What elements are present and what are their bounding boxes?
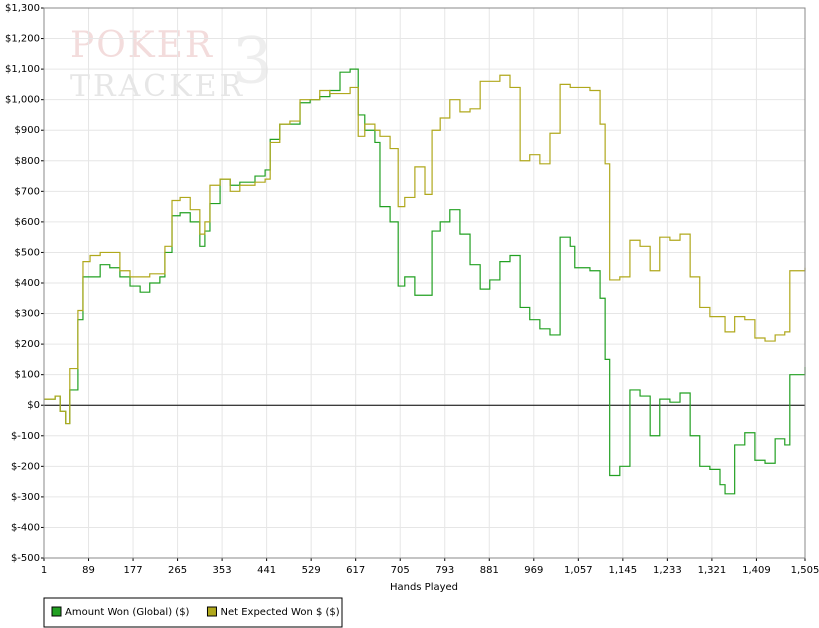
x-tick-label: 617 xyxy=(346,565,365,576)
y-tick-label: $1,200 xyxy=(5,34,40,45)
y-tick-label: $1,000 xyxy=(5,95,40,106)
y-tick-label: $0 xyxy=(27,400,40,411)
y-tick-label: $200 xyxy=(15,339,40,350)
y-tick-label: $1,100 xyxy=(5,64,40,75)
watermark: TRACKER xyxy=(70,69,245,104)
x-axis-title: Hands Played xyxy=(390,582,458,593)
y-tick-label: $-100 xyxy=(11,431,40,442)
x-tick-label: 793 xyxy=(435,565,454,576)
series-line xyxy=(44,68,806,495)
y-tick-label: $1,300 xyxy=(5,3,40,14)
series-line xyxy=(44,74,806,425)
x-tick-label: 1,057 xyxy=(564,565,593,576)
x-tick-label: 1,409 xyxy=(742,565,771,576)
y-tick-label: $-300 xyxy=(11,492,40,503)
y-tick-label: $800 xyxy=(15,156,40,167)
watermark: POKER xyxy=(70,25,214,66)
legend-label: Net Expected Won $ ($) xyxy=(220,607,339,618)
x-tick-label: 1,145 xyxy=(609,565,638,576)
x-tick-label: 1,505 xyxy=(791,565,819,576)
x-tick-label: 881 xyxy=(480,565,499,576)
y-tick-label: $500 xyxy=(15,247,40,258)
y-tick-label: $-400 xyxy=(11,522,40,533)
x-tick-label: 969 xyxy=(524,565,543,576)
x-tick-label: 1,321 xyxy=(698,565,727,576)
x-tick-label: 529 xyxy=(302,565,321,576)
y-tick-label: $-200 xyxy=(11,461,40,472)
x-tick-label: 1 xyxy=(41,565,47,576)
legend-box xyxy=(43,597,343,628)
legend-label: Amount Won (Global) ($) xyxy=(65,607,190,618)
x-tick-label: 265 xyxy=(168,565,187,576)
y-tick-label: $-500 xyxy=(11,553,40,564)
x-tick-label: 353 xyxy=(213,565,232,576)
y-tick-label: $400 xyxy=(15,278,40,289)
legend-swatch xyxy=(206,606,217,617)
x-tick-label: 705 xyxy=(391,565,410,576)
plot-border xyxy=(43,7,806,559)
y-tick-label: $600 xyxy=(15,217,40,228)
y-tick-label: $700 xyxy=(15,186,40,197)
watermark: 3 xyxy=(232,25,273,99)
x-tick-label: 1,233 xyxy=(653,565,682,576)
x-tick-label: 177 xyxy=(124,565,143,576)
legend-swatch xyxy=(51,606,62,617)
y-tick-label: $100 xyxy=(15,370,40,381)
x-tick-label: 441 xyxy=(257,565,276,576)
y-tick-label: $900 xyxy=(15,125,40,136)
y-tick-label: $300 xyxy=(15,309,40,320)
x-tick-label: 89 xyxy=(82,565,95,576)
